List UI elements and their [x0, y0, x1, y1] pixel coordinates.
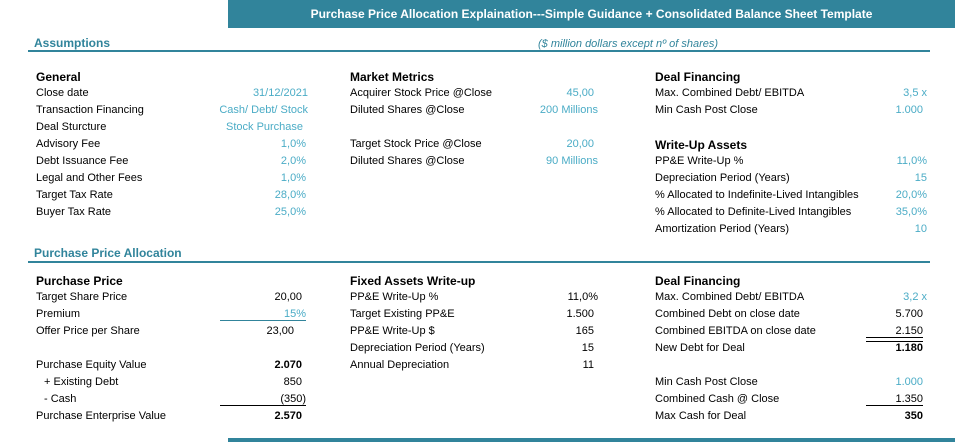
cell-value[interactable]: 1,0%	[280, 172, 306, 184]
cell-value[interactable]: 350	[904, 410, 923, 422]
cell-value[interactable]: 200 Millions	[539, 104, 598, 116]
cell-value[interactable]: 3,5 x	[903, 87, 927, 99]
row-label: Min Cash Post Close	[655, 104, 758, 116]
row-label: - Cash	[44, 393, 77, 405]
row-label: Max Cash for Deal	[655, 410, 747, 422]
sheet-title-bar: Purchase Price Allocation Explaination--…	[228, 0, 955, 28]
total-rule	[866, 341, 923, 342]
cell-value[interactable]: 11	[582, 359, 594, 371]
bottom-bar	[228, 438, 955, 442]
cell-value[interactable]: 165	[575, 325, 594, 337]
cell-value[interactable]: 15	[581, 342, 594, 354]
cell-value[interactable]: (350)	[220, 393, 306, 406]
write-up-assets-heading: Write-Up Assets	[655, 138, 748, 152]
row-label: Target Existing PP&E	[350, 308, 455, 320]
row-label: Acquirer Stock Price @Close	[350, 87, 492, 99]
cell-value[interactable]: 2.150	[866, 325, 923, 338]
row-label: Depreciation Period (Years)	[350, 342, 485, 354]
deal-financing-heading: Deal Financing	[655, 70, 741, 84]
cell-value[interactable]: 20,00	[566, 138, 594, 150]
cell-value[interactable]: 31/12/2021	[252, 87, 308, 99]
cell-value[interactable]: 28,0%	[274, 189, 306, 201]
fixed-assets-heading: Fixed Assets Write-up	[350, 274, 476, 288]
row-label: Diluted Shares @Close	[350, 155, 465, 167]
cell-value[interactable]: 20,00	[274, 291, 302, 303]
deal-financing-heading: Deal Financing	[655, 274, 741, 288]
row-label: Transaction Financing	[36, 104, 144, 116]
cell-value[interactable]: 25,0%	[274, 206, 306, 218]
row-label: Depreciation Period (Years)	[655, 172, 790, 184]
general-heading: General	[36, 70, 81, 84]
row-label: Advisory Fee	[36, 138, 101, 150]
cell-value[interactable]: Stock Purchase	[226, 121, 304, 133]
section-rule	[28, 261, 930, 263]
row-label: Combined Cash @ Close	[655, 393, 780, 405]
row-label: PP&E Write-Up %	[350, 291, 439, 303]
row-label: PP&E Write-Up $	[350, 325, 435, 337]
row-label: Debt Issuance Fee	[36, 155, 129, 167]
row-label: Max. Combined Debt/ EBITDA	[655, 291, 805, 303]
row-label: Buyer Tax Rate	[36, 206, 112, 218]
row-label: % Allocated to Indefinite-Lived Intangib…	[655, 189, 859, 201]
section-purchase-price-allocation: Purchase Price Allocation	[34, 246, 182, 260]
market-metrics-heading: Market Metrics	[350, 70, 435, 84]
cell-value[interactable]: 1.350	[866, 393, 923, 406]
row-label: Combined Debt on close date	[655, 308, 800, 320]
row-label: Annual Depreciation	[350, 359, 450, 371]
cell-value[interactable]: 2.570	[274, 410, 302, 422]
cell-value[interactable]: 35,0%	[895, 206, 927, 218]
cell-value[interactable]: 11,0%	[896, 155, 927, 167]
cell-value[interactable]: 1.000	[895, 376, 923, 388]
row-label: Purchase Equity Value	[36, 359, 147, 371]
cell-value[interactable]: 1,0%	[280, 138, 306, 150]
row-label: PP&E Write-Up %	[655, 155, 744, 167]
cell-value[interactable]: 5.700	[895, 308, 923, 320]
row-label: Amortization Period (Years)	[655, 223, 790, 235]
sheet-title: Purchase Price Allocation Explaination--…	[310, 7, 873, 21]
cell-value[interactable]: 850	[283, 376, 302, 388]
row-label: + Existing Debt	[44, 376, 119, 388]
row-label: Target Tax Rate	[36, 189, 113, 201]
section-rule	[28, 50, 930, 52]
cell-value[interactable]: Cash/ Debt/ Stock	[219, 104, 308, 116]
section-assumptions: Assumptions	[34, 36, 111, 50]
cell-value[interactable]: 45,00	[566, 87, 594, 99]
cell-value[interactable]: 23,00	[266, 325, 294, 337]
row-label: Min Cash Post Close	[655, 376, 758, 388]
purchase-price-heading: Purchase Price	[36, 274, 123, 288]
row-label: Close date	[36, 87, 89, 99]
row-label: Deal Sturcture	[36, 121, 107, 133]
cell-value[interactable]: 90 Millions	[546, 155, 598, 167]
cell-value[interactable]: 2.070	[274, 359, 302, 371]
cell-value[interactable]: 3,2 x	[903, 291, 927, 303]
cell-value[interactable]: 10	[914, 223, 927, 235]
row-label: Legal and Other Fees	[36, 172, 143, 184]
row-label: Combined EBITDA on close date	[655, 325, 816, 337]
cell-value[interactable]: 20,0%	[895, 189, 927, 201]
cell-value[interactable]: 2,0%	[280, 155, 306, 167]
row-label: % Allocated to Definite-Lived Intangible…	[655, 206, 852, 218]
cell-value[interactable]: 11,0%	[567, 291, 598, 303]
units-note: ($ million dollars except nº of shares)	[538, 38, 719, 50]
cell-value[interactable]: 1.500	[566, 308, 594, 320]
cell-value[interactable]: 15	[914, 172, 927, 184]
row-label: Target Share Price	[36, 291, 128, 303]
row-label: Max. Combined Debt/ EBITDA	[655, 87, 805, 99]
row-label: Premium	[36, 308, 81, 320]
row-label: Diluted Shares @Close	[350, 104, 465, 116]
row-label: Target Stock Price @Close	[350, 138, 482, 150]
row-label: Offer Price per Share	[36, 325, 140, 337]
cell-value[interactable]: 15%	[220, 308, 306, 321]
row-label: New Debt for Deal	[655, 342, 745, 354]
row-label: Purchase Enterprise Value	[36, 410, 167, 422]
cell-value[interactable]: 1.000	[895, 104, 923, 116]
cell-value[interactable]: 1.180	[895, 342, 923, 354]
